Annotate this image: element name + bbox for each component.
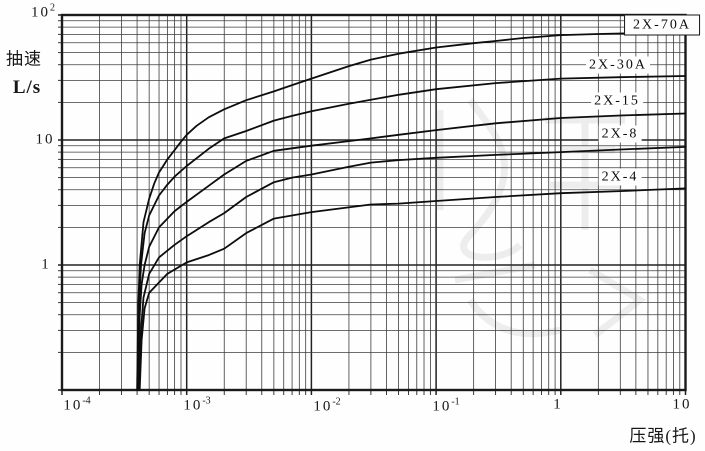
- curve-label-2x-4: 2X-4: [598, 168, 642, 186]
- curve-2x-30a: [136, 75, 687, 391]
- y-tick-10: 10: [35, 131, 55, 148]
- curve-label-2x-15: 2X-15: [591, 92, 643, 110]
- curve-2x-8: [138, 146, 687, 391]
- plot-border: [60, 13, 687, 392]
- grid-lines: [62, 15, 686, 390]
- curve-label-2x-8: 2X-8: [598, 125, 642, 143]
- pump-curves: [136, 30, 687, 391]
- curve-2x-15: [137, 112, 687, 391]
- y-axis-title-line1: 抽速: [6, 49, 42, 69]
- curve-2x-70a: [136, 30, 687, 391]
- x-tick-1e-3: 10-3: [183, 395, 211, 414]
- x-tick-1e-1: 10-1: [432, 396, 460, 415]
- y-tick-1: 1: [41, 256, 51, 273]
- curve-2x-4: [138, 187, 687, 391]
- x-tick-1e-4: 10-4: [63, 395, 91, 414]
- curve-label-2x-70a: 2X-70A: [624, 14, 700, 36]
- x-tick-1e-2: 10-2: [313, 396, 341, 415]
- y-tick-100: 102: [31, 2, 55, 21]
- x-tick-1: 1: [553, 396, 563, 413]
- x-tick-10: 10: [672, 396, 692, 413]
- watermark: [436, 97, 647, 338]
- curve-label-2x-30a: 2X-30A: [586, 56, 650, 74]
- x-axis-title: 压强(托): [629, 426, 697, 446]
- y-axis-title-line2: L/s: [12, 77, 42, 98]
